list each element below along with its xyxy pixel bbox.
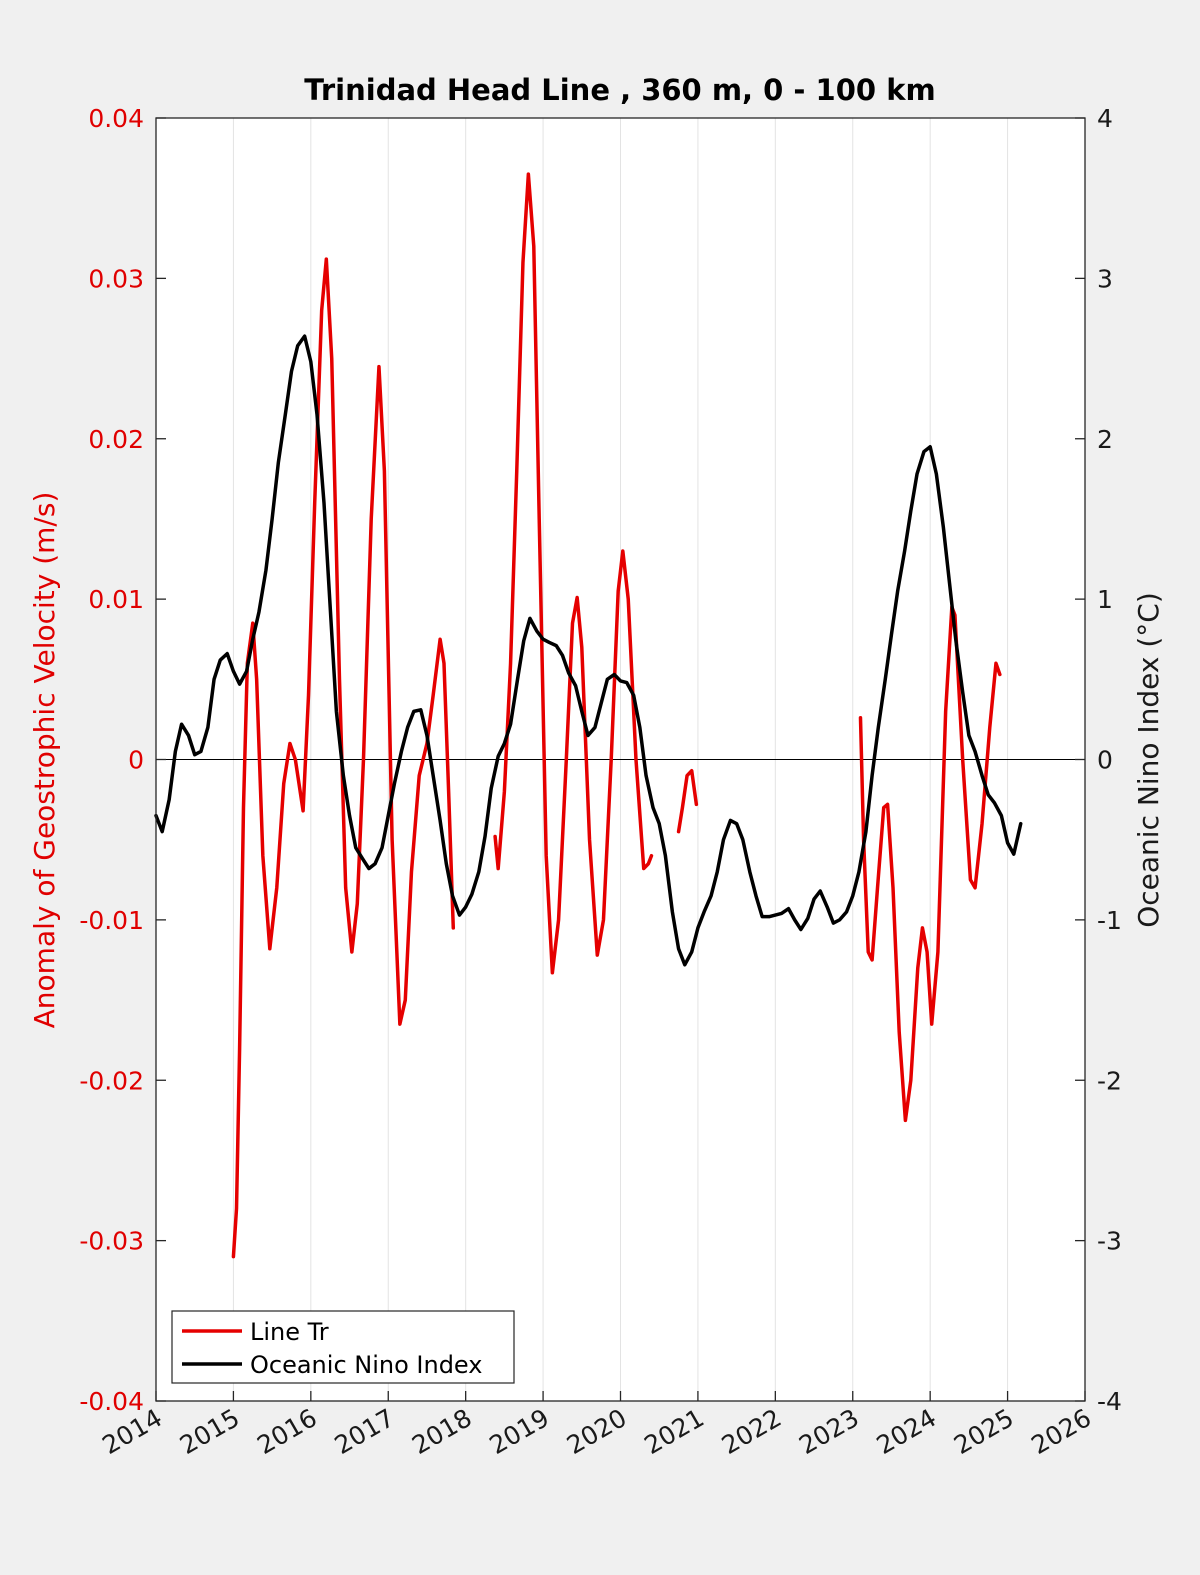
line-tr-segment-3 <box>676 768 699 834</box>
left-tick-label: -0.03 <box>79 1227 144 1256</box>
legend-label-line-tr: Line Tr <box>250 1318 329 1346</box>
left-tick-label: -0.04 <box>79 1387 144 1416</box>
line-tr-segment-4 <box>858 605 1002 1123</box>
left-tick-label: -0.02 <box>79 1066 144 1095</box>
right-tick-label: 1 <box>1097 585 1113 614</box>
right-tick-label: 2 <box>1097 425 1113 454</box>
right-tick-label: 3 <box>1097 264 1113 293</box>
right-tick-label: -4 <box>1097 1387 1122 1416</box>
left-tick-label: 0 <box>128 746 144 775</box>
left-y-axis-label: Anomaly of Geostrophic Velocity (m/s) <box>28 492 61 1029</box>
right-tick-label: 0 <box>1097 746 1113 775</box>
legend-box <box>171 1310 515 1384</box>
line-tr-segment-2 <box>493 172 654 975</box>
left-y-axis-ticks: -0.04 -0.03 -0.02 -0.01 0 0.01 0.02 0.03 0.04 <box>79 104 166 1416</box>
left-tick-label: 0.02 <box>88 425 144 454</box>
right-y-axis-ticks: -4 -3 -2 -1 0 1 2 3 4 <box>1075 104 1122 1416</box>
left-tick-label: 0.03 <box>88 264 144 293</box>
left-tick-label: 0.01 <box>88 585 144 614</box>
oni-segment-1 <box>154 334 1023 967</box>
legend-label-oceanic-nino-index: Oceanic Nino Index <box>250 1351 482 1379</box>
left-tick-label: -0.01 <box>79 906 144 935</box>
series-oceanic-nino-index <box>154 334 1023 967</box>
right-tick-label: -3 <box>1097 1227 1122 1256</box>
legend: Line Tr Oceanic Nino Index <box>171 1310 515 1384</box>
line-tr-segment-1 <box>231 257 456 1259</box>
right-tick-label: -2 <box>1097 1066 1122 1095</box>
left-tick-label: 0.04 <box>88 104 144 133</box>
chart-title: Trinidad Head Line , 360 m, 0 - 100 km <box>304 73 935 107</box>
right-y-axis-label: Oceanic Nino Index (°C) <box>1132 592 1165 928</box>
right-tick-label: 4 <box>1097 104 1113 133</box>
series-line-tr <box>231 172 1002 1259</box>
right-tick-label: -1 <box>1097 906 1122 935</box>
